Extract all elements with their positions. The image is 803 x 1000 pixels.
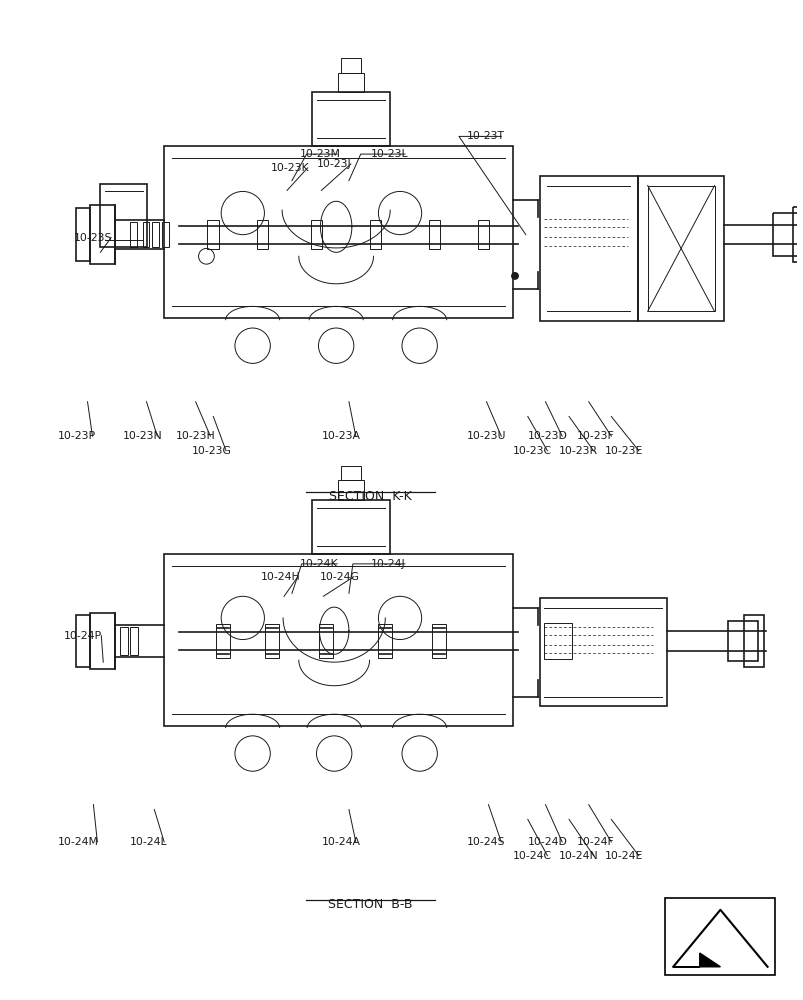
Bar — [120, 627, 128, 655]
Bar — [539, 598, 666, 706]
Text: 10-24J: 10-24J — [370, 559, 405, 569]
Bar — [340, 58, 361, 73]
Bar — [256, 220, 268, 249]
Text: SECTION  K-K: SECTION K-K — [328, 490, 411, 503]
Text: 10-23K: 10-23K — [270, 163, 308, 173]
Bar — [338, 73, 363, 92]
Text: 10-24P: 10-24P — [64, 631, 102, 641]
Text: 10-24H: 10-24H — [260, 572, 300, 582]
Text: 10-23U: 10-23U — [467, 431, 506, 441]
Bar — [544, 623, 571, 659]
Bar — [772, 213, 803, 256]
Bar — [312, 500, 389, 554]
Bar — [207, 220, 219, 249]
Bar — [91, 205, 115, 264]
Bar — [100, 184, 147, 247]
Text: 10-23E: 10-23E — [604, 446, 642, 456]
Bar — [164, 554, 512, 726]
Bar — [265, 624, 279, 658]
Bar — [312, 92, 389, 146]
Text: 10-24F: 10-24F — [577, 837, 614, 847]
Text: 10-24S: 10-24S — [467, 837, 505, 847]
Text: 10-23S: 10-23S — [74, 233, 112, 243]
Bar — [338, 480, 363, 500]
Bar — [75, 208, 91, 261]
Text: 10-23N: 10-23N — [123, 431, 162, 441]
Bar — [637, 176, 724, 321]
Text: 10-24G: 10-24G — [319, 572, 359, 582]
Text: SECTION  B-B: SECTION B-B — [328, 898, 412, 911]
Bar — [378, 624, 392, 658]
Text: 10-24E: 10-24E — [604, 851, 642, 861]
Bar — [142, 222, 149, 247]
Text: 10-24C: 10-24C — [512, 851, 552, 861]
Bar — [319, 624, 332, 658]
Bar — [428, 220, 440, 249]
Bar — [539, 176, 637, 321]
Text: 10-23L: 10-23L — [370, 149, 408, 159]
Bar — [153, 222, 159, 247]
Text: 10-24L: 10-24L — [129, 837, 167, 847]
Polygon shape — [672, 953, 719, 967]
Text: 10-24A: 10-24A — [321, 837, 360, 847]
Text: 10-23P: 10-23P — [58, 431, 96, 441]
Text: 10-24N: 10-24N — [559, 851, 598, 861]
Text: 10-23M: 10-23M — [300, 149, 340, 159]
Text: 10-23C: 10-23C — [512, 446, 552, 456]
Bar — [647, 186, 714, 311]
Bar — [91, 613, 115, 669]
Text: 10-23A: 10-23A — [321, 431, 360, 441]
Bar — [129, 222, 137, 247]
Text: 10-23F: 10-23F — [577, 431, 614, 441]
Bar — [164, 146, 512, 318]
Text: 10-23T: 10-23T — [467, 131, 504, 141]
Bar — [728, 621, 756, 661]
Text: 10-23J: 10-23J — [316, 159, 351, 169]
Bar — [75, 615, 91, 667]
Bar — [340, 466, 361, 480]
Bar — [216, 624, 230, 658]
Text: 10-23D: 10-23D — [527, 431, 567, 441]
Text: 10-23R: 10-23R — [559, 446, 597, 456]
Bar — [310, 220, 322, 249]
Text: 10-24K: 10-24K — [300, 559, 338, 569]
Bar — [369, 220, 381, 249]
Bar — [129, 627, 137, 655]
Text: 10-24M: 10-24M — [58, 837, 99, 847]
Bar — [162, 222, 169, 247]
Bar — [792, 207, 803, 262]
Text: 10-23G: 10-23G — [191, 446, 231, 456]
Bar — [743, 615, 763, 667]
Circle shape — [511, 272, 518, 280]
Bar — [477, 220, 489, 249]
Bar — [665, 898, 774, 975]
Text: 10-24D: 10-24D — [527, 837, 567, 847]
Text: 10-23H: 10-23H — [176, 431, 215, 441]
Bar — [432, 624, 446, 658]
